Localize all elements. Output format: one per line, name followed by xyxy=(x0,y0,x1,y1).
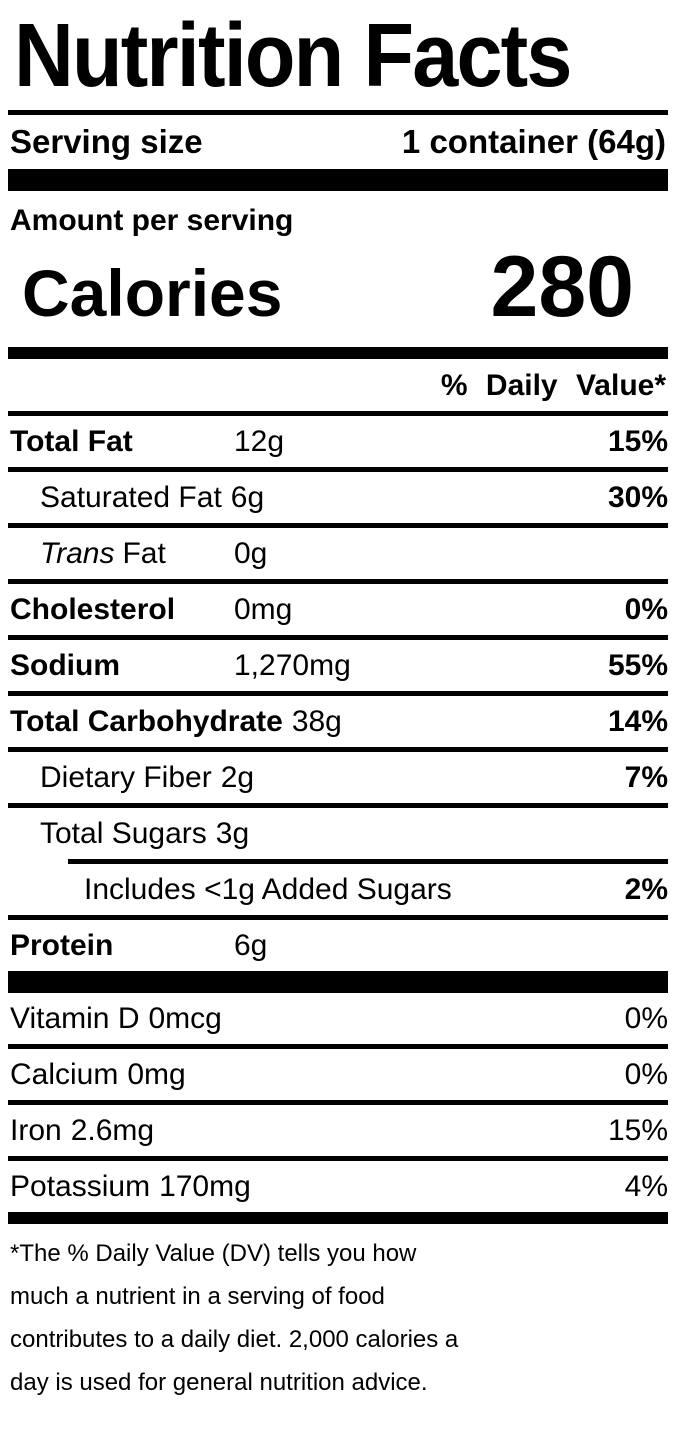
nutrient-dv: 7% xyxy=(624,760,668,794)
vitamin-amount: 0mcg xyxy=(148,1001,222,1035)
nutrient-dv: 14% xyxy=(607,704,668,738)
nutrient-name: Total Carbohydrate xyxy=(10,704,283,738)
nutrient-amount: 3g xyxy=(215,816,250,850)
footnote-line: *The % Daily Value (DV) tells you how xyxy=(10,1239,417,1267)
section-bar-protein xyxy=(8,970,668,993)
vitamin-row-calcium: Calcium 0mg 0% xyxy=(8,1049,668,1105)
nutrient-name: Protein xyxy=(10,928,114,962)
nutrient-row-total-carbohydrate: Total Carbohydrate 38g 14% xyxy=(8,696,668,752)
nutrient-dv: 2% xyxy=(624,872,668,906)
nutrient-name: Dietary Fiber xyxy=(40,760,212,794)
calories-row: Calories 280 xyxy=(8,238,668,347)
vitamin-name: Vitamin D xyxy=(10,1001,140,1035)
vitamin-row-vitamin-d: Vitamin D 0mcg 0% xyxy=(8,993,668,1049)
section-bar-bottom xyxy=(8,1211,668,1224)
nutrient-amount: 12g xyxy=(234,424,285,458)
nutrient-dv: 30% xyxy=(607,480,668,514)
vitamin-name: Potassium xyxy=(10,1169,151,1203)
footnote-line: day is used for general nutrition advice… xyxy=(10,1368,428,1396)
daily-value-header: % Daily Value* xyxy=(8,359,668,416)
nutrient-name: Sodium xyxy=(10,648,120,682)
nutrient-row-total-fat: Total Fat 12g 15% xyxy=(8,416,668,472)
nutrient-amount: 1,270mg xyxy=(234,648,351,682)
calories-bar xyxy=(8,346,668,359)
serving-size-value: 1 container (64g) xyxy=(401,123,666,160)
nutrient-dv: 15% xyxy=(607,424,668,458)
nutrient-name: Includes <1g Added Sugars xyxy=(84,872,452,906)
nutrient-amount: 38g xyxy=(291,704,342,738)
vitamin-dv: 4% xyxy=(624,1169,668,1203)
nutrient-name: Fat xyxy=(122,536,166,570)
calories-label: Calories xyxy=(22,256,283,330)
vitamin-row-potassium: Potassium 170mg 4% xyxy=(8,1161,668,1212)
vitamin-amount: 170mg xyxy=(159,1169,251,1203)
daily-value-footnote: *The % Daily Value (DV) tells you how mu… xyxy=(8,1224,668,1404)
vitamin-name: Iron xyxy=(10,1113,62,1147)
section-bar-top xyxy=(8,169,668,191)
vitamin-name: Calcium xyxy=(10,1057,119,1091)
added-sugars-divider xyxy=(68,858,668,864)
nutrient-amount: 0g xyxy=(234,536,268,570)
nutrient-name: Total Fat xyxy=(10,424,133,458)
title-divider xyxy=(8,110,668,115)
nutrient-row-protein: Protein 6g xyxy=(8,920,668,971)
footnote-line: contributes to a daily diet. 2,000 calor… xyxy=(10,1325,459,1353)
nutrient-row-added-sugars: Includes <1g Added Sugars 2% xyxy=(8,864,668,920)
amount-per-serving-label: Amount per serving xyxy=(10,204,294,237)
serving-size-label: Serving size xyxy=(10,123,203,160)
nutrient-name-italic: Trans xyxy=(40,536,115,570)
label-title: Nutrition Facts xyxy=(14,6,572,106)
nutrient-dv: 0% xyxy=(624,592,668,626)
nutrient-row-total-sugars: Total Sugars 3g xyxy=(8,808,668,859)
nutrient-dv: 55% xyxy=(607,648,668,682)
calories-value: 280 xyxy=(490,239,635,335)
nutrient-name: Saturated Fat xyxy=(40,480,222,514)
vitamin-amount: 0mg xyxy=(127,1057,186,1091)
nutrient-row-trans-fat: Trans Fat 0g xyxy=(8,528,668,584)
nutrient-amount: 0mg xyxy=(234,592,293,626)
nutrient-row-saturated-fat: Saturated Fat 6g 30% xyxy=(8,472,668,528)
nutrient-row-sodium: Sodium 1,270mg 55% xyxy=(8,640,668,696)
vitamin-dv: 15% xyxy=(607,1113,668,1147)
nutrient-name: Cholesterol xyxy=(10,592,176,626)
nutrient-name: Total Sugars xyxy=(40,816,207,850)
footnote-line: much a nutrient in a serving of food xyxy=(10,1282,385,1310)
nutrient-amount: 6g xyxy=(234,928,268,962)
serving-size-row: Serving size 1 container (64g) xyxy=(8,115,668,169)
nutrient-amount: 6g xyxy=(230,480,265,514)
vitamin-amount: 2.6mg xyxy=(70,1113,155,1147)
vitamin-dv: 0% xyxy=(624,1001,668,1035)
nutrient-row-dietary-fiber: Dietary Fiber 2g 7% xyxy=(8,752,668,808)
vitamin-dv: 0% xyxy=(624,1057,668,1091)
nutrient-amount: 2g xyxy=(220,760,255,794)
nutrient-row-cholesterol: Cholesterol 0mg 0% xyxy=(8,584,668,640)
vitamin-row-iron: Iron 2.6mg 15% xyxy=(8,1105,668,1161)
